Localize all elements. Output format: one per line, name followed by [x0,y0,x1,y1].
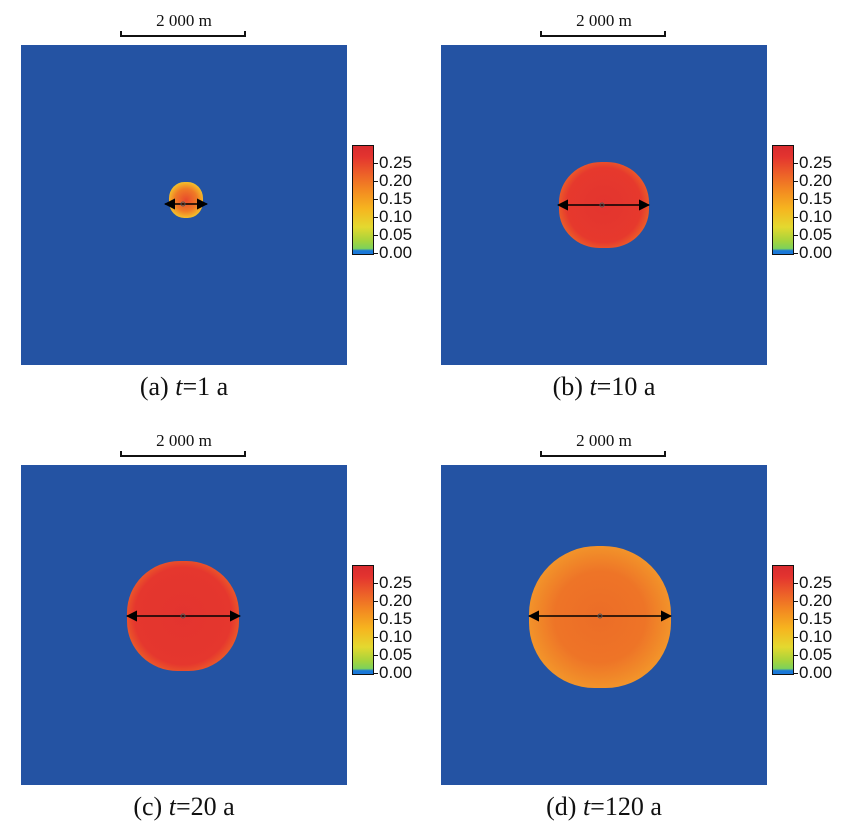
scale-line [540,31,666,37]
colorbar: 0.25 0.20 0.15 0.10 0.05 0.00 [352,145,422,261]
caption-suffix: =1 a [182,372,229,401]
colorbar-tick: 0.15 [794,610,832,627]
panel-c: 2 000 m 0.25 0.20 0.15 0.10 0.05 0.00 (c… [0,420,420,830]
map-area [441,45,767,365]
panel-caption: (d) t=120 a [420,792,788,822]
scale-bar: 2 000 m [120,431,248,457]
caption-suffix: =20 a [175,792,235,821]
scale-line [540,451,666,457]
colorbar-tick: 0.15 [794,190,832,207]
scale-label: 2 000 m [576,431,632,450]
scale-bar: 2 000 m [120,11,248,37]
panel-caption: (b) t=10 a [420,372,788,402]
colorbar-gradient [772,565,794,675]
colorbar-gradient [772,145,794,255]
scale-line [120,31,246,37]
panel-d: 2 000 m 0.25 0.20 0.15 0.10 0.05 0.00 (d… [420,420,840,830]
colorbar: 0.25 0.20 0.15 0.10 0.05 0.00 [352,565,422,681]
colorbar-tick: 0.00 [374,244,412,261]
colorbar-tick: 0.15 [374,610,412,627]
colorbar-tick: 0.10 [374,628,412,645]
colorbar-tick: 0.20 [794,172,832,189]
panel-b: 2 000 m 0.25 0.20 0.15 0.10 0.05 0.00 (b… [420,0,840,410]
colorbar-tick: 0.20 [374,592,412,609]
caption-variable: t [168,792,176,821]
colorbar-tick: 0.25 [374,574,412,591]
colorbar-tick: 0.15 [374,190,412,207]
panel-a: 2 000 m 0.25 0.20 0.15 0.10 0.05 0.00 (a… [0,0,420,410]
diameter-arrow [527,610,673,622]
map-area [21,465,347,785]
colorbar: 0.25 0.20 0.15 0.10 0.05 0.00 [772,565,842,681]
caption-suffix: =120 a [590,792,662,821]
scale-label: 2 000 m [156,11,212,30]
scale-line [120,451,246,457]
colorbar-tick: 0.10 [794,628,832,645]
colorbar-tick: 0.05 [374,226,412,243]
colorbar-tick: 0.05 [794,226,832,243]
caption-suffix: =10 a [596,372,656,401]
colorbar-gradient [352,145,374,255]
caption-prefix: (a) [139,372,176,401]
colorbar-tick: 0.05 [374,646,412,663]
scale-bar: 2 000 m [540,11,668,37]
colorbar-gradient [352,565,374,675]
map-area [21,45,347,365]
colorbar: 0.25 0.20 0.15 0.10 0.05 0.00 [772,145,842,261]
caption-prefix: (b) [552,372,590,401]
colorbar-tick: 0.20 [374,172,412,189]
colorbar-tick: 0.00 [374,664,412,681]
scale-bar: 2 000 m [540,431,668,457]
colorbar-tick: 0.25 [794,154,832,171]
scale-label: 2 000 m [156,431,212,450]
colorbar-tick: 0.00 [794,664,832,681]
colorbar-tick: 0.05 [794,646,832,663]
map-area [441,465,767,785]
colorbar-tick: 0.10 [374,208,412,225]
caption-variable: t [175,372,183,401]
colorbar-tick: 0.25 [374,154,412,171]
caption-variable: t [589,372,597,401]
caption-variable: t [582,792,591,821]
colorbar-tick: 0.10 [794,208,832,225]
caption-prefix: (c) [133,792,169,821]
diameter-arrow [125,610,242,622]
scale-label: 2 000 m [576,11,632,30]
diameter-arrow [163,198,209,210]
caption-prefix: (d) [546,792,583,821]
colorbar-tick: 0.00 [794,244,832,261]
panel-caption: (c) t=20 a [0,792,368,822]
panel-caption: (a) t=1 a [0,372,368,402]
colorbar-tick: 0.20 [794,592,832,609]
colorbar-tick: 0.25 [794,574,832,591]
diameter-arrow [556,199,651,211]
